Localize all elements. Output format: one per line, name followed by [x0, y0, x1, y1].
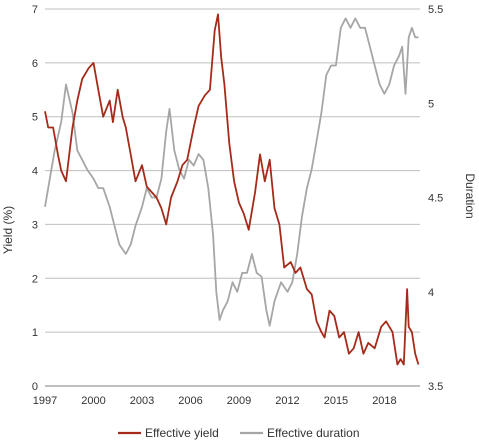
left-y-tick-label: 1: [32, 327, 38, 339]
left-y-tick-label: 4: [32, 166, 38, 178]
right-y-tick-label: 3.5: [428, 381, 443, 393]
x-tick-label: 2012: [275, 395, 299, 407]
x-tick-label: 2006: [178, 395, 202, 407]
x-tick-label: 1997: [33, 395, 57, 407]
left-y-tick-label: 6: [32, 58, 38, 70]
left-y-tick-label: 0: [32, 381, 38, 393]
right-y-tick-label: 5: [428, 98, 434, 110]
series-lines: [44, 13, 420, 366]
right-y-tick-label: 4.5: [428, 193, 443, 205]
legend: Effective yield Effective duration: [118, 426, 360, 440]
right-y-tick-label: 5.5: [428, 4, 443, 16]
gridlines: [45, 8, 420, 333]
right-y-axis-title: Duration: [463, 173, 477, 218]
left-y-tick-label: 7: [32, 4, 38, 16]
x-tick-label: 2009: [227, 395, 251, 407]
legend-label-duration: Effective duration: [267, 426, 360, 440]
left-y-axis-title: Yield (%): [1, 206, 15, 254]
left-y-tick-label: 2: [32, 273, 38, 285]
right-y-tick-labels: 3.5 4 4.5 5 5.5: [428, 4, 443, 393]
x-tick-label: 2000: [81, 395, 105, 407]
x-tick-labels: 1997 2000 2003 2006 2009 2012 2015 2018: [33, 395, 397, 407]
left-y-tick-labels: 0 1 2 3 4 5 6 7: [32, 4, 38, 393]
series-line-effective-duration: [44, 17, 419, 327]
left-y-tick-label: 3: [32, 219, 38, 231]
x-tick-label: 2018: [372, 395, 396, 407]
right-y-tick-label: 4: [428, 287, 434, 299]
x-tick-label: 2015: [324, 395, 348, 407]
x-tick-label: 2003: [130, 395, 154, 407]
left-y-tick-label: 5: [32, 112, 38, 124]
series-line-effective-yield: [44, 13, 420, 366]
legend-label-yield: Effective yield: [145, 426, 219, 440]
